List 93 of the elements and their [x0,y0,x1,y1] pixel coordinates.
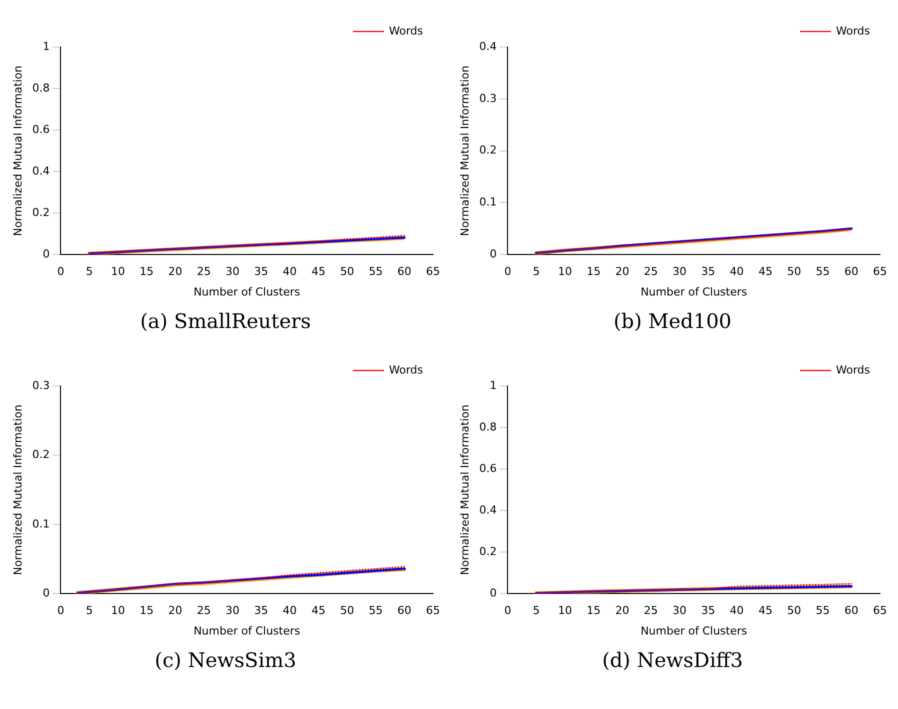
x-tick-label: 15 [586,265,601,278]
x-tick-label: 25 [644,265,658,278]
x-tick-label: 50 [340,604,354,618]
x-tick-label: 5 [532,604,540,618]
x-tick-label: 65 [426,604,440,618]
x-tick-label: 55 [816,265,830,278]
x-tick-label: 35 [254,604,268,618]
y-tick-label: 0.4 [32,164,50,178]
x-tick-label: 0 [57,265,64,278]
y-axis-title: Normalized Mutual Information [458,404,472,576]
x-tick-label: 30 [672,265,687,278]
text: (a) SmallReuters [139,309,312,333]
x-tick-label: 50 [340,265,354,278]
x-tick-label: 20 [168,265,182,278]
y-tick-label: 0 [42,247,50,260]
text: (c) NewsSim3 [154,648,298,672]
y-tick-label: 1 [42,40,50,53]
x-tick-label: 0 [504,604,512,618]
x-tick-label: 60 [397,604,412,618]
text: (d) NewsDiff3 [601,648,744,672]
x-tick-label: 35 [254,265,268,278]
x-tick-label: 30 [672,604,687,618]
x-tick-label: 0 [57,604,64,618]
x-tick-label: 5 [86,265,93,278]
y-tick-label: 0.1 [32,517,50,530]
x-tick-label: 25 [196,265,211,278]
x-tick-label: 40 [730,265,744,278]
x-tick-label: 10 [558,604,572,618]
legend-label: Words [388,363,424,376]
x-axis-title: Number of Clusters [194,624,300,638]
y-tick-label: 0.1 [479,196,497,209]
x-tick-label: 65 [426,265,440,278]
x-tick-label: 5 [86,604,93,618]
x-tick-label: 45 [758,604,772,618]
y-tick-label: 0 [490,247,497,260]
x-tick-label: 55 [368,604,383,618]
y-tick-label: 0.2 [479,144,497,157]
x-tick-label: 15 [140,265,154,278]
x-tick-label: 50 [787,265,802,278]
x-tick-label: 10 [110,265,125,278]
x-axis-title: Number of Clusters [640,624,748,638]
x-tick-label: 15 [140,604,154,618]
x-tick-label: 45 [311,265,326,278]
y-tick-label: 0.6 [479,462,497,475]
y-tick-label: 0.2 [479,544,497,558]
x-tick-label: 45 [311,604,326,618]
x-tick-label: 25 [196,604,211,618]
x-axis-title: Number of Clusters [194,285,300,298]
y-tick-label: 0 [490,586,497,600]
y-axis-title: Normalized Mutual Information [458,65,472,236]
y-tick-label: 0 [42,586,50,600]
x-tick-label: 65 [873,604,887,618]
y-tick-label: 0.4 [479,503,497,516]
x-tick-label: 25 [644,604,658,618]
x-tick-label: 15 [586,604,601,618]
y-tick-label: 0.4 [479,40,497,53]
x-tick-label: 10 [558,265,572,278]
x-tick-label: 35 [701,604,716,618]
y-axis-title: Normalized Mutual Information [11,65,24,236]
x-tick-label: 10 [110,604,125,618]
y-tick-label: 0.2 [32,448,50,462]
x-tick-label: 45 [758,265,772,278]
x-tick-label: 60 [397,265,412,278]
y-tick-label: 0.3 [479,92,497,105]
x-tick-label: 30 [226,265,240,278]
legend-label: Words [388,24,424,38]
x-tick-label: 20 [615,604,630,618]
legend-label: Words [836,24,870,38]
x-tick-label: 0 [504,265,512,278]
y-tick-label: 0.2 [32,206,50,219]
x-tick-label: 55 [368,265,383,278]
y-tick-label: 1 [490,378,497,392]
x-tick-label: 40 [730,604,744,618]
text: (b) Med100 [612,309,733,333]
x-tick-label: 40 [282,604,297,618]
x-tick-label: 35 [701,265,716,278]
x-tick-label: 40 [282,265,297,278]
y-tick-label: 0.6 [32,122,50,136]
x-tick-label: 5 [532,265,540,278]
y-tick-label: 0.8 [479,420,497,434]
y-axis-title: Normalized Mutual Information [11,404,24,576]
y-tick-label: 0.3 [32,378,50,392]
x-tick-label: 65 [873,265,887,278]
x-tick-label: 20 [615,265,630,278]
x-tick-label: 60 [844,265,858,278]
x-tick-label: 50 [787,604,802,618]
x-tick-label: 55 [816,604,830,618]
legend-label: Words [836,363,870,376]
x-tick-label: 20 [168,604,182,618]
x-tick-label: 30 [226,604,240,618]
y-tick-label: 0.8 [32,81,50,94]
x-tick-label: 60 [844,604,858,618]
x-axis-title: Number of Clusters [640,285,748,298]
